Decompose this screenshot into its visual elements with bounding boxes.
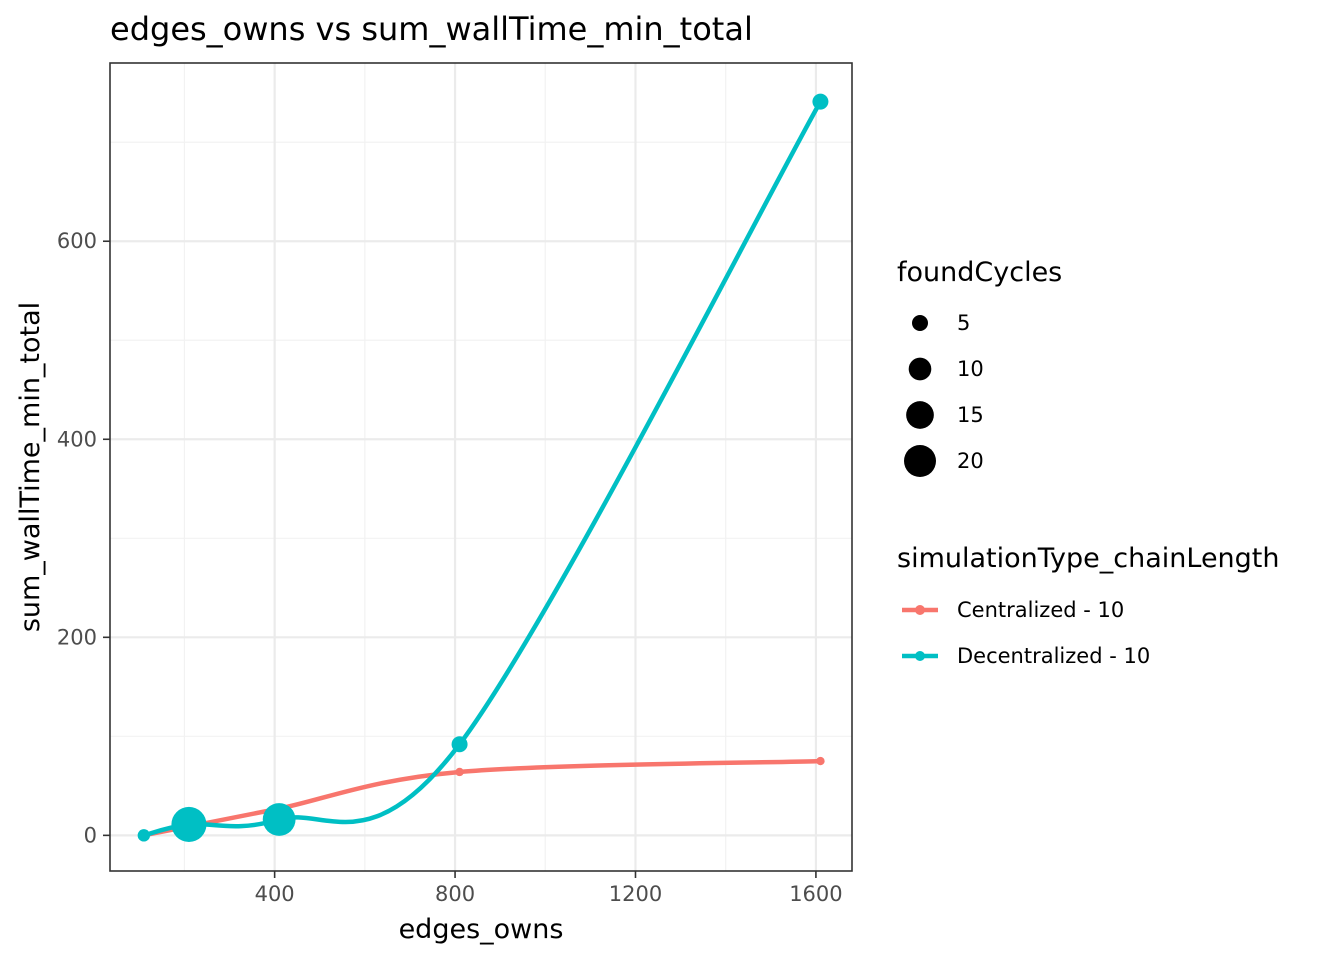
data-point-1-4 — [812, 93, 829, 110]
color-legend-title: simulationType_chainLength — [897, 543, 1280, 574]
color-legend-dot — [915, 651, 925, 661]
color-legend-dot — [915, 605, 925, 615]
chart-title: edges_owns vs sum_wallTime_min_total — [110, 10, 753, 48]
size-legend-key — [906, 401, 934, 429]
x-tick-label: 1200 — [609, 882, 662, 906]
size-legend: 5 10 15 20 — [904, 311, 984, 477]
x-tick-label: 1600 — [789, 882, 842, 906]
size-legend-label: 20 — [957, 449, 984, 473]
y-tick-label: 200 — [57, 625, 97, 649]
color-legend-label: Centralized - 10 — [957, 598, 1124, 622]
plot-panel — [110, 63, 852, 871]
y-tick-label: 0 — [84, 823, 97, 847]
size-legend-title: foundCycles — [897, 257, 1062, 288]
y-axis-ticks: 0 200 400 600 — [57, 229, 110, 847]
size-legend-label: 10 — [957, 357, 984, 381]
size-legend-label: 15 — [957, 403, 984, 427]
x-axis-title: edges_owns — [399, 914, 564, 945]
x-tick-label: 400 — [255, 882, 295, 906]
data-point-1-1 — [171, 806, 207, 842]
color-legend-label: Decentralized - 10 — [957, 644, 1150, 668]
y-tick-label: 600 — [57, 229, 97, 253]
data-point-0-3 — [455, 767, 464, 777]
series-points — [137, 93, 829, 842]
y-axis-title: sum_wallTime_min_total — [15, 302, 46, 632]
color-legend: Centralized - 10 Decentralized - 10 — [902, 598, 1150, 668]
size-legend-key — [908, 357, 932, 381]
data-point-1-3 — [451, 736, 468, 753]
x-axis-ticks: 400 800 1200 1600 — [255, 871, 843, 906]
y-tick-label: 400 — [57, 427, 97, 451]
size-legend-key — [904, 445, 936, 477]
data-point-1-2 — [262, 803, 296, 836]
grid-minor — [110, 63, 852, 871]
plot-border — [109, 62, 853, 872]
data-point-1-0 — [137, 829, 151, 842]
data-point-0-4 — [816, 756, 825, 766]
x-tick-label: 800 — [435, 882, 475, 906]
grid-major — [110, 63, 852, 871]
size-legend-key — [912, 315, 928, 331]
size-legend-label: 5 — [957, 311, 970, 335]
